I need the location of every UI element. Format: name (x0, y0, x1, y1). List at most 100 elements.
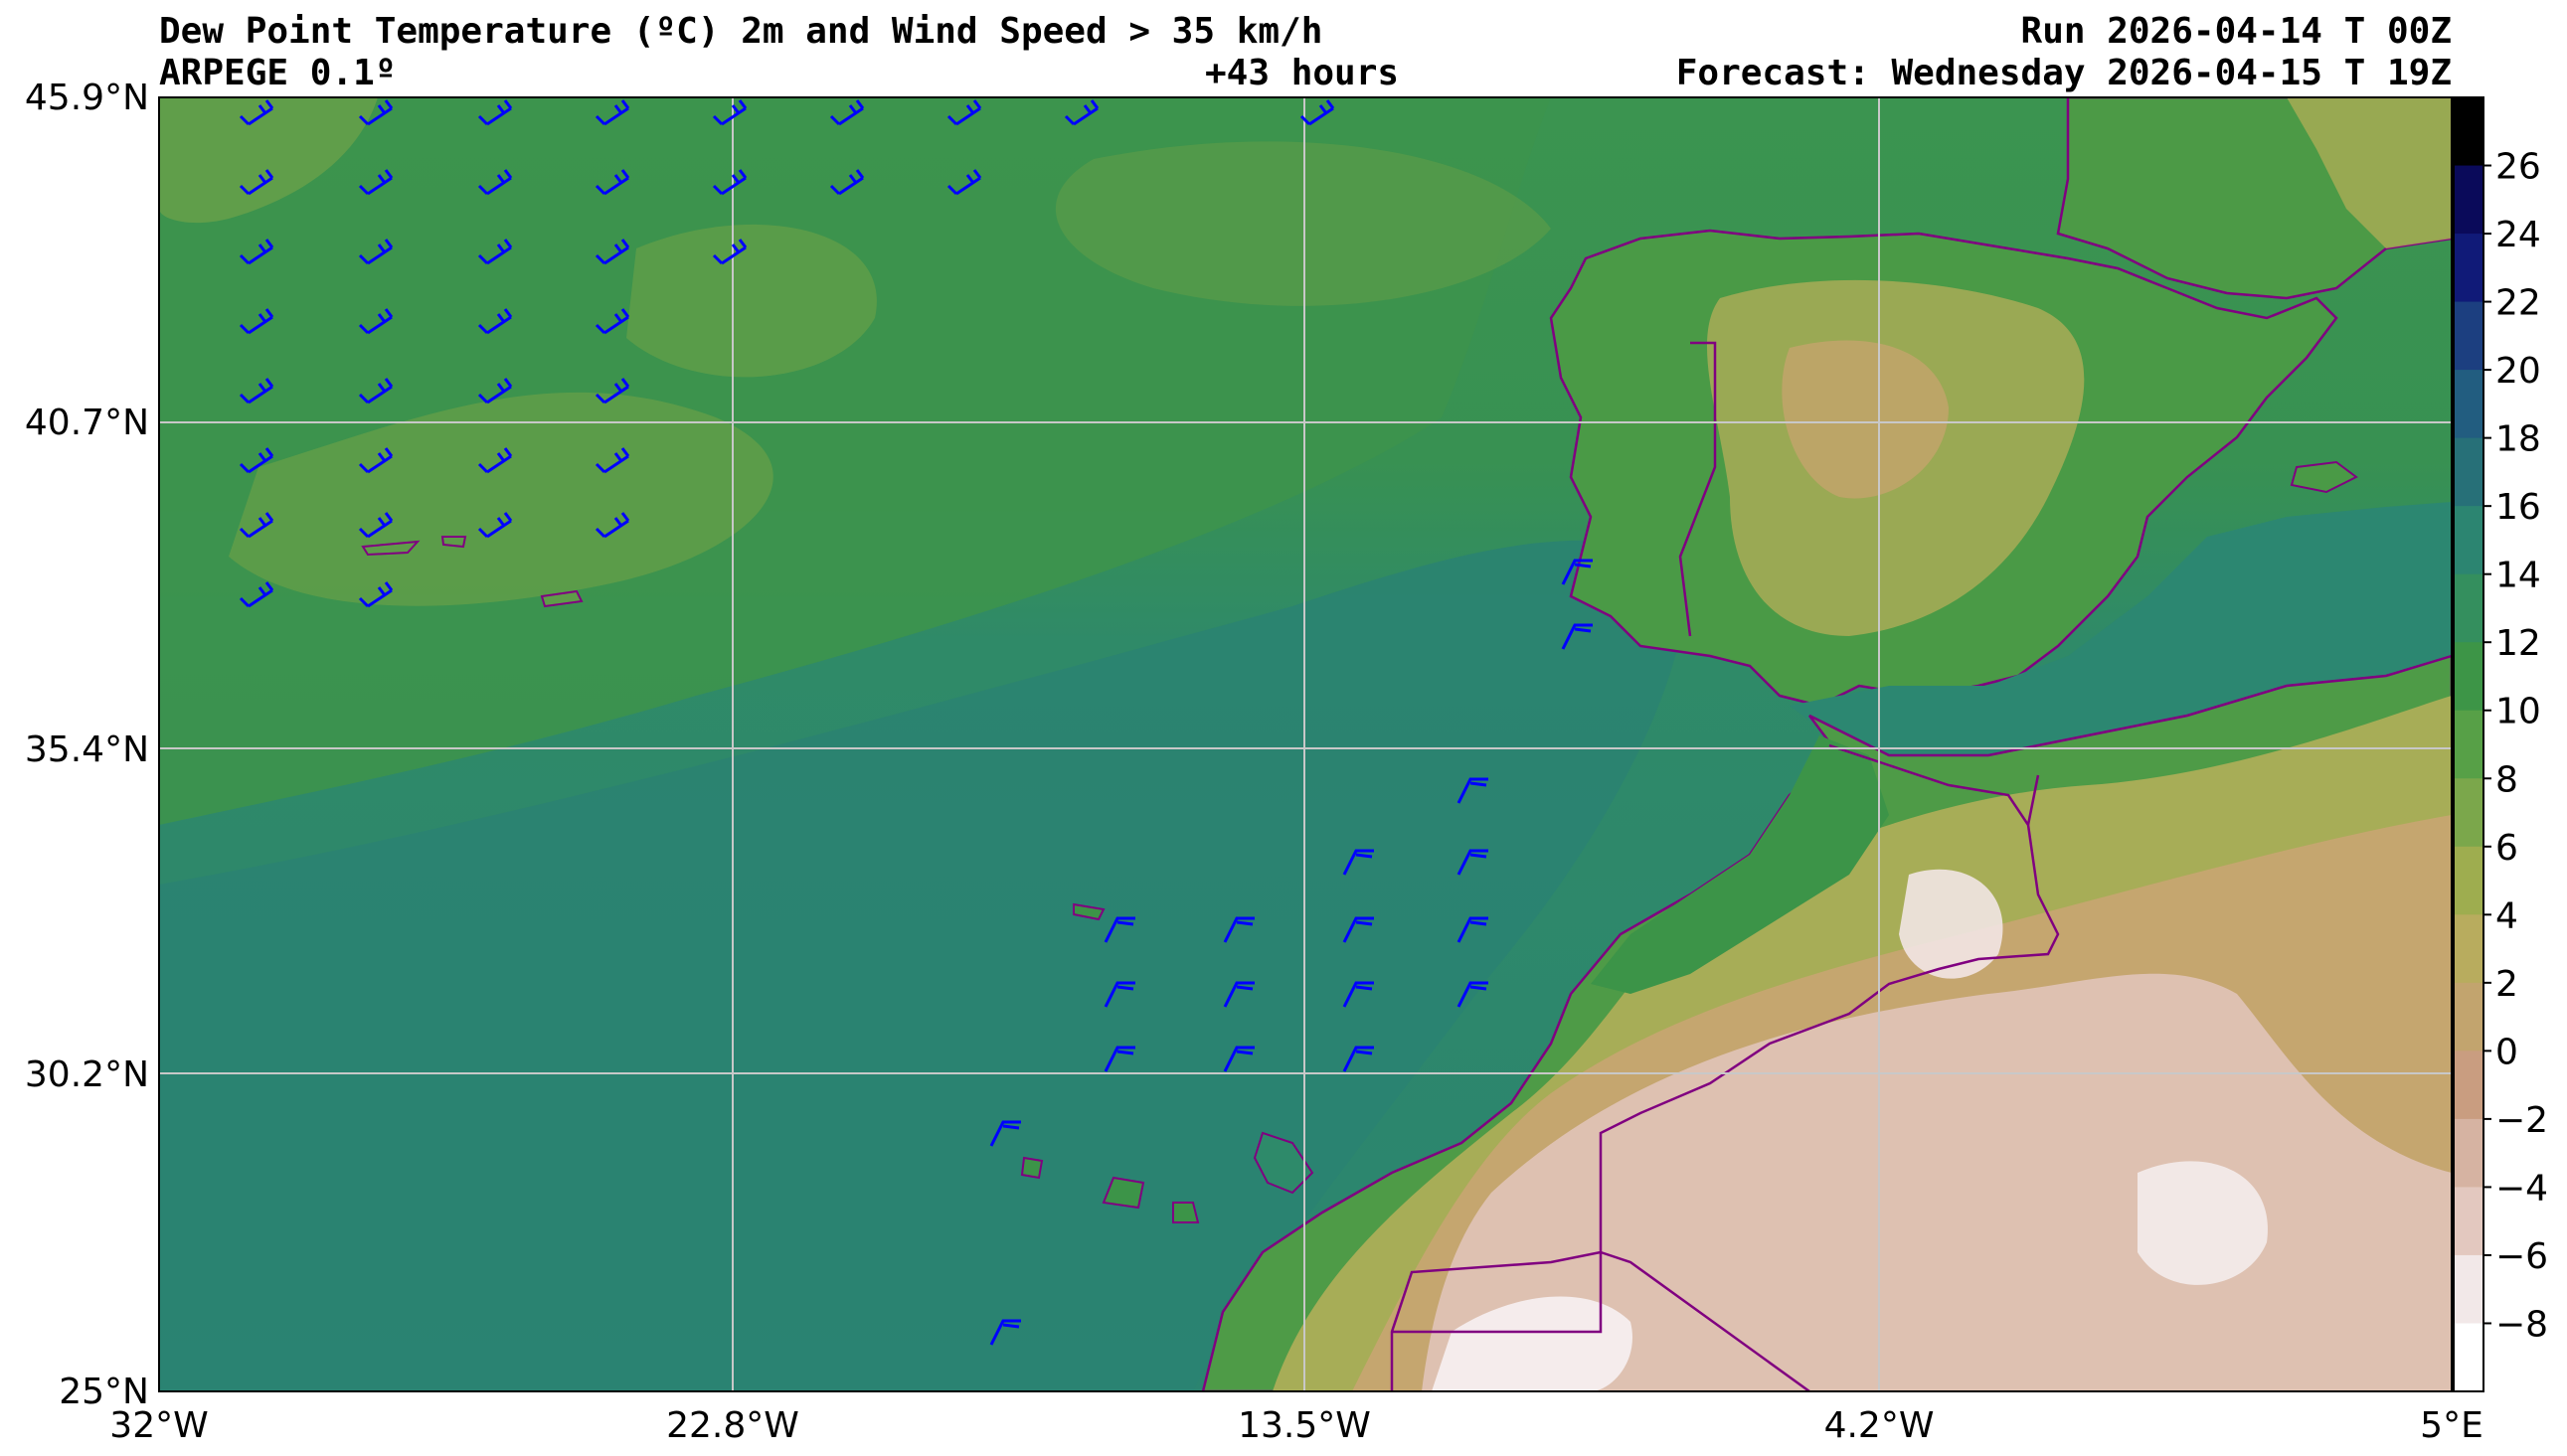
colorbar-segment (2454, 642, 2483, 712)
wind-barb (239, 447, 274, 474)
longitude-labels: 32°W 22.8°W 13.5°W 4.2°W 5°E (109, 1405, 2483, 1446)
wind-barb (1223, 981, 1255, 1008)
wind-barb (477, 512, 513, 539)
border-line (1392, 1252, 1603, 1334)
canary-island (1020, 1156, 1044, 1180)
colorbar-segment (2454, 301, 2483, 371)
wind-barb (239, 239, 274, 265)
wind-barb (477, 99, 513, 126)
lat-label: 40.7°N (25, 403, 149, 443)
wind-barb (1223, 916, 1255, 943)
wind-barb (829, 169, 865, 196)
wind-barb (1342, 1046, 1374, 1072)
colorbar-segment (2454, 165, 2483, 235)
wind-barb (239, 378, 274, 404)
latitude-labels: 45.9°N 40.7°N 35.4°N 30.2°N 25°N (25, 78, 149, 1412)
lon-label: 5°E (2420, 1405, 2483, 1446)
wind-barb (989, 1319, 1021, 1346)
colorbar-segment (2454, 982, 2483, 1052)
wind-barb (477, 308, 513, 335)
wind-barb (1104, 916, 1135, 943)
canary-island (1172, 1202, 1200, 1223)
wind-barb (946, 169, 982, 196)
lat-label: 25°N (59, 1372, 149, 1412)
wind-barb (1456, 777, 1488, 804)
azores-island (361, 540, 421, 557)
wind-barb (712, 169, 748, 196)
ocean-moist-patch (1055, 141, 1551, 306)
sahara-dry-core (1432, 1296, 1632, 1391)
colorbar-tick-label: 22 (2495, 283, 2541, 324)
wind-barb (358, 512, 394, 539)
wind-barb (477, 239, 513, 265)
wind-barb (595, 239, 630, 265)
colorbar-tick-label: 2 (2495, 964, 2518, 1005)
balearic-islands (2290, 460, 2358, 494)
colorbar-tick-label: 16 (2495, 487, 2541, 528)
lat-label: 35.4°N (25, 729, 149, 770)
colorbar-segment (2454, 97, 2483, 167)
wind-barb (1456, 849, 1488, 876)
azores-island (540, 589, 584, 608)
wind-barb (239, 99, 274, 126)
wind-barb (358, 447, 394, 474)
colorbar-segment (2454, 778, 2483, 848)
wind-barb (1342, 981, 1374, 1008)
wind-barb (358, 308, 394, 335)
sahara-dry-core (2138, 1161, 2268, 1285)
forecast-time: Forecast: Wednesday 2026-04-15 T 19Z (1675, 53, 2452, 93)
wind-barb (1342, 849, 1374, 876)
colorbar-tick-label: 6 (2495, 828, 2518, 869)
wind-barb (1456, 981, 1488, 1008)
wind-barb (595, 308, 630, 335)
colorbar-segment (2454, 1187, 2483, 1256)
colorbar-tick-label: 26 (2495, 147, 2541, 188)
wind-barb (358, 169, 394, 196)
wind-barb (358, 581, 394, 608)
border-line (1678, 341, 1717, 637)
colorbar-tick-label: 24 (2495, 215, 2541, 255)
wind-barb (1064, 99, 1100, 126)
border-line (2026, 774, 2040, 826)
wind-barb (239, 169, 274, 196)
wind-barb (1223, 1046, 1255, 1072)
colorbar-segment (2454, 1051, 2483, 1120)
ocean-moist-patch (626, 224, 877, 378)
wind-barb (829, 99, 865, 126)
sahara-dry-core (1899, 869, 2003, 979)
colorbar-segment (2454, 506, 2483, 575)
colorbar-segment (2454, 1323, 2483, 1392)
colorbar-tick-label: 20 (2495, 351, 2541, 392)
colorbar-tick-label: −2 (2495, 1100, 2548, 1141)
wind-barb (1561, 559, 1593, 585)
colorbar-segment (2454, 846, 2483, 915)
colorbar-tick-label: 4 (2495, 895, 2518, 936)
colorbar-segment (2454, 914, 2483, 984)
lon-label: 4.2°W (1824, 1405, 1935, 1446)
lead-time: +43 hours (1205, 53, 1400, 93)
madeira-island (1073, 902, 1106, 921)
run-time: Run 2026-04-14 T 00Z (2020, 11, 2452, 52)
wind-barb (239, 512, 274, 539)
alps-area (2287, 97, 2452, 248)
wind-barb (1104, 1046, 1135, 1072)
lon-label: 13.5°W (1238, 1405, 1371, 1446)
canary-island (1253, 1131, 1314, 1195)
colorbar-tick-label: 10 (2495, 692, 2541, 732)
wind-barb (595, 99, 630, 126)
wind-barb (1561, 623, 1593, 650)
colorbar-segment (2454, 370, 2483, 439)
colorbar-tick-label: −4 (2495, 1168, 2548, 1209)
colorbar-tick-label: −6 (2495, 1236, 2548, 1277)
colorbar-segment (2454, 234, 2483, 303)
colorbar-segment (2454, 710, 2483, 779)
wind-barb (595, 169, 630, 196)
colorbar-tick-label: 14 (2495, 556, 2541, 596)
lat-label: 30.2°N (25, 1054, 149, 1095)
border-line (1390, 743, 2060, 1391)
wind-barb (595, 512, 630, 539)
wind-barb (712, 99, 748, 126)
azores-island (440, 536, 467, 549)
